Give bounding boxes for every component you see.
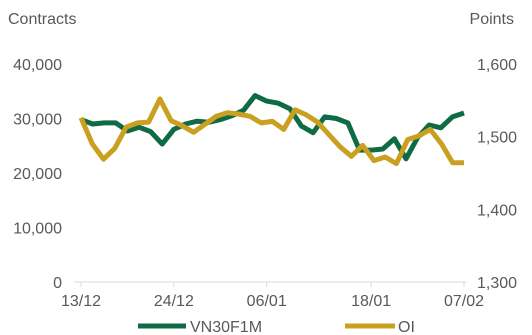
legend-label: VN30F1M [190, 319, 262, 335]
right-tick-label: 1,300 [477, 275, 517, 292]
left-tick-label: 10,000 [13, 221, 62, 238]
x-tick-label: 24/12 [154, 293, 194, 310]
right-axis-ticks: 1,300 1,400 1,500 1,600 [477, 57, 517, 292]
series-line-oi [78, 96, 464, 167]
series-line-vn30f1m [80, 93, 465, 162]
right-tick-label: 1,400 [477, 202, 517, 219]
x-tick-label: 06/01 [247, 293, 287, 310]
legend-label: OI [398, 319, 415, 335]
x-tick-label: 07/02 [444, 293, 484, 310]
left-tick-label: 20,000 [13, 166, 62, 183]
x-axis-ticks: 13/12 24/12 06/01 18/01 07/02 [61, 282, 484, 310]
left-tick-label: 40,000 [13, 57, 62, 74]
x-tick-label: 18/01 [351, 293, 391, 310]
right-tick-label: 1,500 [477, 130, 517, 147]
series-layer [78, 93, 465, 167]
left-axis-ticks: 0 10,000 20,000 30,000 40,000 [13, 57, 62, 292]
left-tick-label: 0 [53, 275, 62, 292]
left-tick-label: 30,000 [13, 112, 62, 129]
right-tick-label: 1,600 [477, 57, 517, 74]
x-tick-label: 13/12 [61, 293, 101, 310]
left-axis-label: Contracts [8, 11, 76, 28]
right-axis-label: Points [470, 11, 514, 28]
legend: VN30F1M OI [138, 319, 415, 335]
